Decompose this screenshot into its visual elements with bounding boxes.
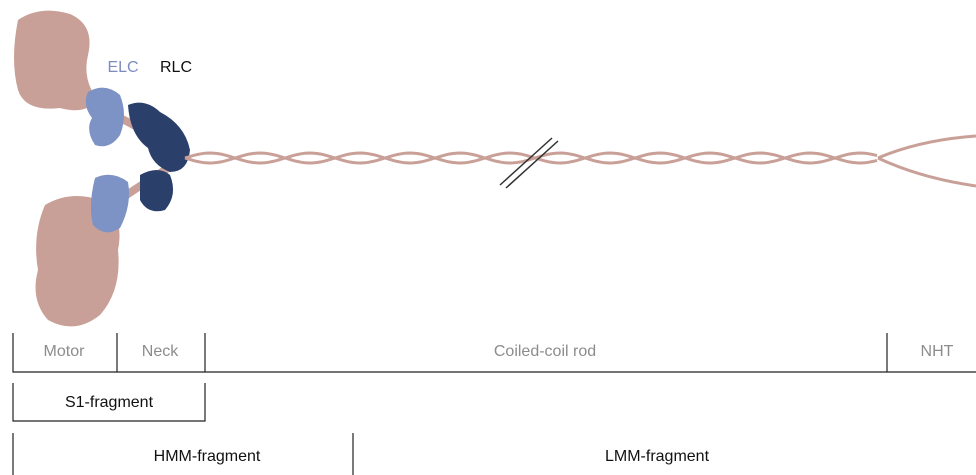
hmm-lmm-bracket xyxy=(12,433,354,475)
elc-label: ELC xyxy=(107,59,138,76)
rod-strand xyxy=(877,134,976,160)
rod-strand xyxy=(877,156,976,188)
rlc-blobs xyxy=(128,102,190,212)
coiled-coil-rod xyxy=(184,134,976,188)
s1-bracket xyxy=(12,383,206,422)
elc-blobs xyxy=(85,87,129,233)
domain-bracket xyxy=(12,333,976,373)
domain-label: Motor xyxy=(44,343,86,360)
rod-strand xyxy=(184,151,878,165)
fragment-label: LMM-fragment xyxy=(605,448,710,465)
rlc-label: RLC xyxy=(160,59,192,76)
domain-label: Neck xyxy=(142,343,179,360)
break-mark xyxy=(499,137,559,189)
motor-heads xyxy=(14,10,120,327)
fragment-label: HMM-fragment xyxy=(154,448,261,465)
fragment-label: S1-fragment xyxy=(65,394,154,411)
domain-label: Coiled-coil rod xyxy=(494,343,596,360)
domain-label: NHT xyxy=(921,343,954,360)
